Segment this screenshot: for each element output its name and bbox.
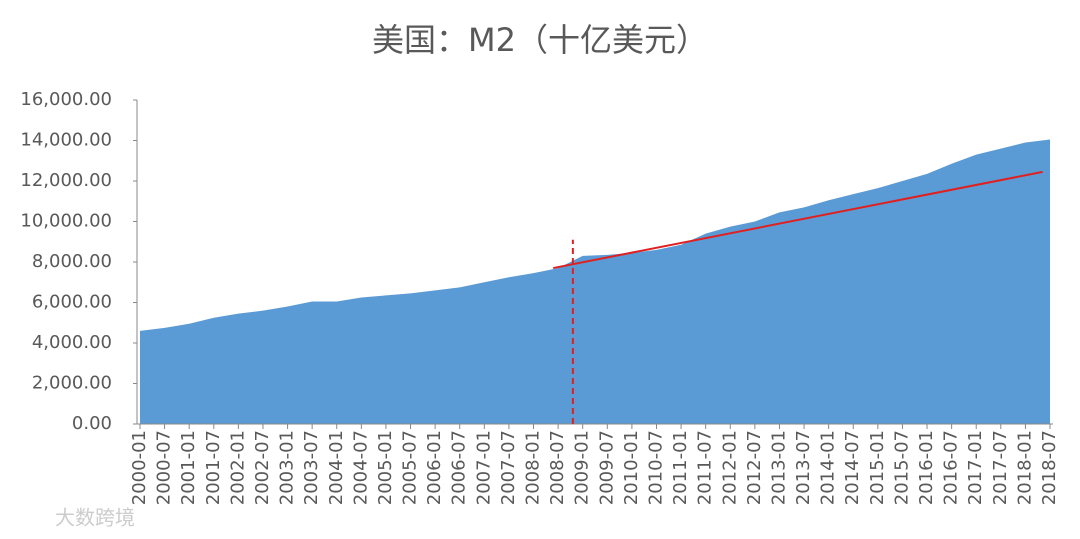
y-tick-label: 12,000.00 [20, 170, 112, 191]
watermark: 大数跨境 [55, 506, 135, 530]
x-tick-label: 2013-07 [793, 430, 814, 505]
x-tick-label: 2012-07 [744, 430, 765, 505]
x-tick-label: 2008-07 [547, 430, 568, 505]
x-tick-label: 2002-07 [252, 430, 273, 505]
x-tick-label: 2010-01 [621, 430, 642, 505]
area [140, 139, 1050, 425]
y-tick-label: 8,000.00 [32, 251, 112, 272]
x-tick-label: 2015-07 [891, 430, 912, 505]
x-tick-label: 2013-01 [768, 430, 789, 505]
x-tick-label: 2006-07 [449, 430, 470, 505]
x-tick-label: 2014-07 [842, 430, 863, 505]
x-tick-label: 2016-01 [916, 430, 937, 505]
x-tick-label: 2006-01 [424, 430, 445, 505]
y-tick-label: 14,000.00 [20, 130, 112, 151]
x-tick-label: 2017-01 [965, 430, 986, 505]
chart-title: 美国：M2（十亿美元） [372, 21, 708, 59]
x-tick-label: 2018-07 [1039, 430, 1060, 505]
y-tick-label: 16,000.00 [20, 89, 112, 110]
x-tick-label: 2011-07 [695, 430, 716, 505]
x-tick-label: 2009-01 [572, 430, 593, 505]
x-tick-label: 2017-07 [990, 430, 1011, 505]
x-tick-label: 2011-01 [670, 430, 691, 505]
x-tick-label: 2018-01 [1014, 430, 1035, 505]
x-tick-label: 2002-01 [227, 430, 248, 505]
x-tick-label: 2000-01 [129, 430, 150, 505]
x-tick-label: 2015-01 [867, 430, 888, 505]
x-tick-label: 2016-07 [941, 430, 962, 505]
x-tick-label: 2012-01 [719, 430, 740, 505]
trend-line [552, 170, 1043, 270]
x-tick-label: 2007-07 [498, 430, 519, 505]
x-tick-label: 2007-01 [473, 430, 494, 505]
x-tick-label: 2003-07 [301, 430, 322, 505]
x-tick-label: 2004-01 [326, 430, 347, 505]
x-tick-label: 2001-01 [178, 430, 199, 505]
x-tick-label: 2000-07 [154, 430, 175, 505]
x-tick-label: 2010-07 [645, 430, 666, 505]
x-tick-label: 2005-01 [375, 430, 396, 505]
x-tick-label: 2003-01 [277, 430, 298, 505]
x-tick-label: 2008-01 [523, 430, 544, 505]
x-tick-label: 2004-07 [350, 430, 371, 505]
x-tick-label: 2001-07 [203, 430, 224, 505]
y-tick-label: 0.00 [72, 413, 112, 434]
y-tick-label: 6,000.00 [32, 292, 112, 313]
y-tick-label: 4,000.00 [32, 332, 112, 353]
y-tick-label: 10,000.00 [20, 211, 112, 232]
x-tick-label: 2014-01 [818, 430, 839, 505]
x-tick-label: 2005-07 [400, 430, 421, 505]
y-tick-label: 2,000.00 [32, 373, 112, 394]
x-tick-label: 2009-07 [596, 430, 617, 505]
